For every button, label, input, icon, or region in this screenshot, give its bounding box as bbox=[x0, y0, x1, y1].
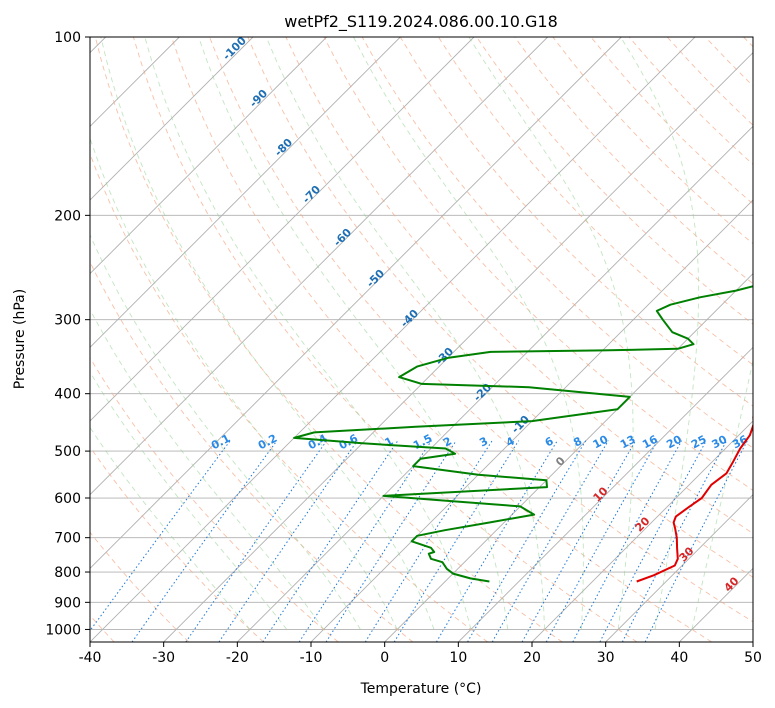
moist-adiabat-line bbox=[100, 37, 435, 630]
moist-adiabat-line bbox=[90, 371, 288, 630]
isotherm-line bbox=[605, 494, 753, 642]
x-tick-label: -10 bbox=[300, 650, 323, 666]
mixing-ratio-line bbox=[185, 440, 328, 642]
x-tick-label: 0 bbox=[380, 650, 389, 666]
mixing-ratio-line bbox=[393, 440, 520, 642]
y-tick-label: 700 bbox=[54, 531, 81, 547]
isotherm-line bbox=[90, 37, 548, 496]
dry-adiabat-line bbox=[90, 531, 190, 642]
isotherm-line bbox=[90, 37, 622, 569]
mixing-ratio-line bbox=[467, 440, 587, 642]
y-tick-label: 900 bbox=[54, 595, 81, 611]
isotherm-line bbox=[90, 37, 475, 422]
mixing-ratio-label: 25 bbox=[689, 433, 709, 452]
y-axis: 100 200 300 400 500 600 700 800 900 1000 bbox=[45, 30, 90, 638]
mixing-ratio-label: 36 bbox=[730, 433, 750, 452]
isotherm-line bbox=[90, 37, 401, 348]
mixing-ratio-line bbox=[90, 440, 231, 632]
dry-adiabat-line bbox=[90, 446, 264, 642]
mixing-ratio-line bbox=[491, 440, 609, 642]
mixing-ratio-label: 10 bbox=[591, 433, 611, 452]
moist-adiabat-line bbox=[265, 37, 546, 630]
mixing-ratio-line bbox=[262, 440, 399, 642]
isotherm-line bbox=[90, 37, 696, 642]
x-tick-label: 30 bbox=[597, 650, 615, 666]
mixing-ratio-line bbox=[325, 440, 457, 642]
isotherm-line bbox=[90, 37, 327, 275]
temperature-profile-line bbox=[636, 414, 753, 583]
x-tick-label: -20 bbox=[226, 650, 249, 666]
moist-adiabat-line bbox=[353, 37, 584, 630]
dry-adiabat-line bbox=[171, 37, 712, 642]
mixing-ratio-line bbox=[521, 440, 637, 642]
dry-adiabat-line bbox=[90, 152, 488, 642]
y-axis-label: Pressure (hPa) bbox=[12, 289, 28, 389]
moist-adiabat-line bbox=[90, 136, 398, 630]
mixing-ratio-line bbox=[435, 440, 558, 642]
dry-adiabat-line bbox=[361, 37, 753, 449]
x-tick-label: 40 bbox=[670, 650, 688, 666]
isotherm-line bbox=[531, 420, 753, 642]
chart-title: wetPf2_S119.2024.086.00.10.G18 bbox=[284, 12, 558, 32]
y-tick-label: 600 bbox=[54, 491, 81, 507]
mixing-ratio-label-group: 0.1 0.2 0.4 0.6 1 1.5 2 3 4 6 8 10 13 16 20 25 30 36 bbox=[209, 432, 750, 453]
dewpoint-profile-line bbox=[293, 285, 753, 583]
y-tick-label: 200 bbox=[54, 208, 81, 224]
x-tick-label: -30 bbox=[152, 650, 175, 666]
moist-adiabat-line bbox=[468, 37, 634, 630]
isotherm-line bbox=[458, 346, 753, 642]
dry-adiabat-line bbox=[132, 37, 638, 642]
moist-adiabat-line bbox=[691, 358, 753, 630]
x-axis: -40 -30 -20 -10 0 10 20 30 40 50 bbox=[79, 642, 762, 666]
mixing-ratio-label: 16 bbox=[640, 433, 660, 452]
mixing-ratio-line bbox=[131, 440, 278, 642]
y-tick-label: 400 bbox=[54, 387, 81, 403]
dry-adiabat-line bbox=[90, 356, 339, 642]
x-tick-label: 50 bbox=[744, 650, 762, 666]
y-tick-label: 100 bbox=[54, 30, 81, 46]
dry-adiabat-line bbox=[90, 261, 414, 642]
y-tick-label: 800 bbox=[54, 565, 81, 581]
mixing-ratio-label: 20 bbox=[664, 433, 684, 452]
moist-adiabat-line bbox=[620, 37, 700, 630]
moist-adiabat-line bbox=[198, 37, 509, 630]
isotherm-line bbox=[90, 37, 254, 201]
mixing-ratio-label: 30 bbox=[710, 433, 730, 452]
dry-adiabat-line bbox=[247, 37, 753, 578]
dry-adiabat-line bbox=[514, 37, 753, 285]
isotherm-line bbox=[163, 52, 753, 642]
dry-adiabat-line bbox=[399, 37, 753, 407]
dry-adiabat-line bbox=[209, 37, 753, 623]
x-tick-label: 10 bbox=[449, 650, 467, 666]
x-tick-label: 20 bbox=[523, 650, 541, 666]
mixing-ratio-line bbox=[298, 440, 432, 642]
profile-lines bbox=[293, 285, 753, 583]
isotherm-line bbox=[237, 125, 753, 642]
y-tick-label: 300 bbox=[54, 313, 81, 329]
isotherm-line bbox=[384, 273, 753, 642]
mixing-ratio-line bbox=[644, 440, 748, 642]
moist-adiabat-line bbox=[90, 233, 361, 630]
mixing-ratio-line bbox=[545, 440, 659, 642]
x-tick-label: -40 bbox=[79, 650, 102, 666]
x-axis-label: Temperature (°C) bbox=[360, 681, 482, 697]
y-tick-label: 1000 bbox=[45, 622, 81, 638]
dry-adiabat-line bbox=[94, 37, 563, 642]
plot-frame bbox=[89, 36, 754, 643]
mixing-ratio-line bbox=[572, 440, 683, 642]
y-tick-label: 500 bbox=[54, 444, 81, 460]
mixing-ratio-line bbox=[364, 440, 493, 642]
moist-adiabat-line bbox=[90, 426, 251, 630]
mixing-ratio-label: 13 bbox=[618, 433, 638, 452]
